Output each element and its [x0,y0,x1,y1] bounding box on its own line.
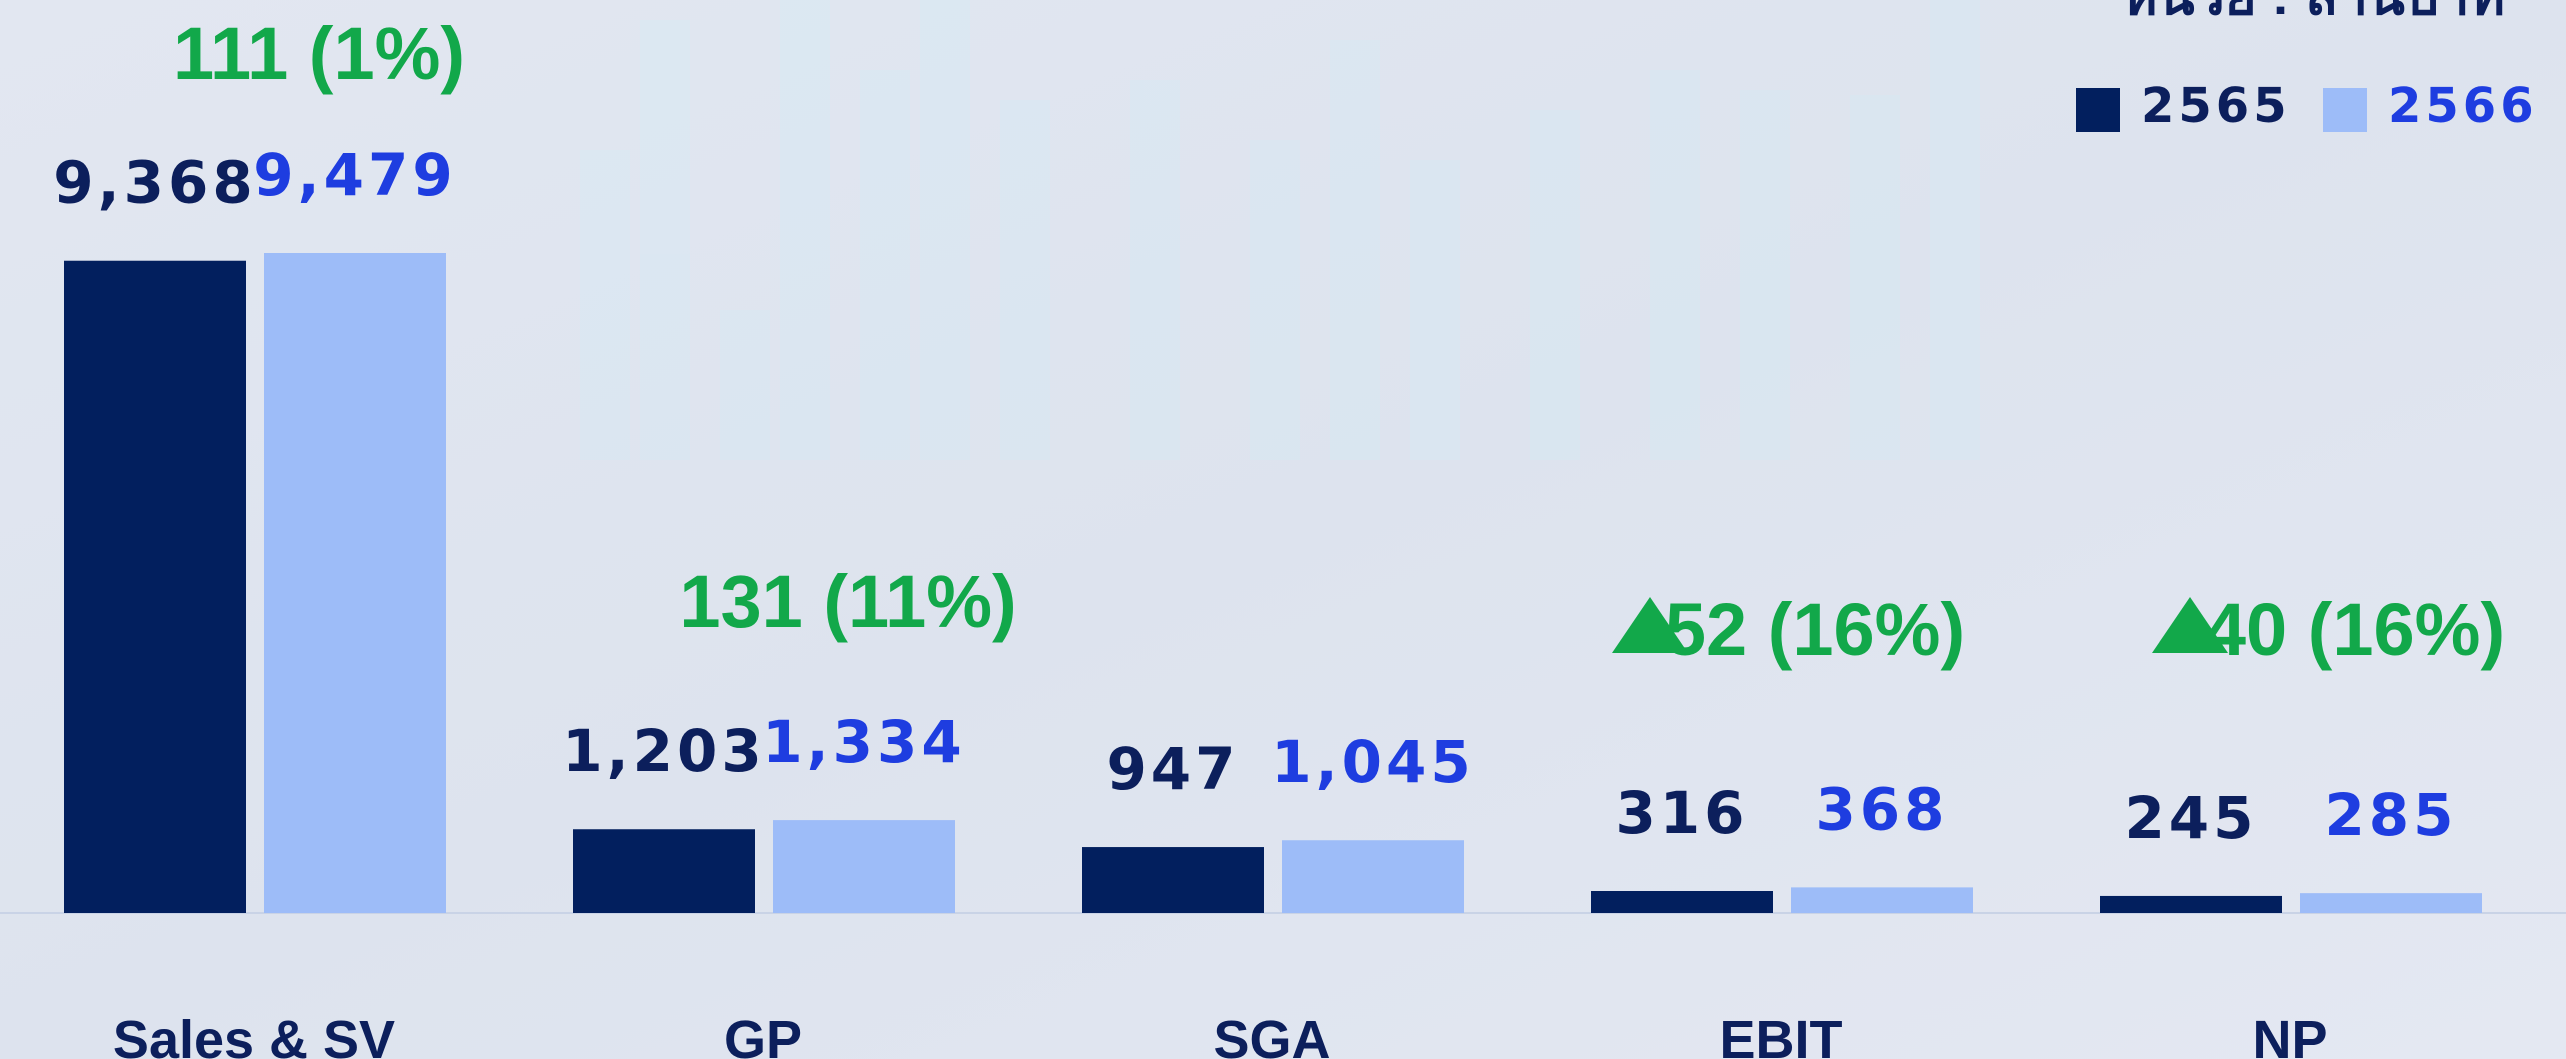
value-label: 285 [2324,781,2457,849]
category-label: EBIT [1719,1010,1842,1059]
value-label: 316 [1615,779,1748,847]
bar [773,820,955,913]
category-label: SGA [1213,1010,1330,1059]
value-label: 9,479 [253,141,456,209]
up-triangle [2152,597,2228,653]
unit-label: หน่วย : ล้านบาท [2122,0,2505,26]
bar [2100,895,2282,913]
bar [1282,840,1464,913]
bar [1791,887,1973,913]
value-label: 245 [2124,784,2257,852]
bar [573,829,755,913]
bar [2300,893,2482,913]
bar [64,260,246,914]
category-label: GP [724,1010,802,1059]
bar [1082,847,1264,913]
value-label: 9,368 [53,149,256,217]
category-label: Sales & SV [113,1010,395,1059]
bar [264,253,446,913]
value-label: 368 [1815,775,1948,843]
change-annotation: 40 (16%) [2205,588,2505,671]
legend-swatch [2076,88,2120,132]
change-annotation: 52 (16%) [1665,588,1965,671]
bar [1591,890,1773,913]
value-label: 947 [1106,735,1239,803]
change-annotation: 131 (11%) [679,560,1016,643]
up-triangle [1612,597,1688,653]
legend-label: 2565 [2141,78,2291,134]
value-label: 1,203 [562,717,765,785]
value-label: 1,334 [762,708,965,776]
background-decoration [580,0,1980,460]
legend-swatch [2323,88,2367,132]
category-label: NP [2252,1010,2327,1059]
change-annotation: 111 (1%) [173,12,465,95]
legend-label: 2566 [2388,78,2538,134]
value-label: 1,045 [1271,728,1474,796]
